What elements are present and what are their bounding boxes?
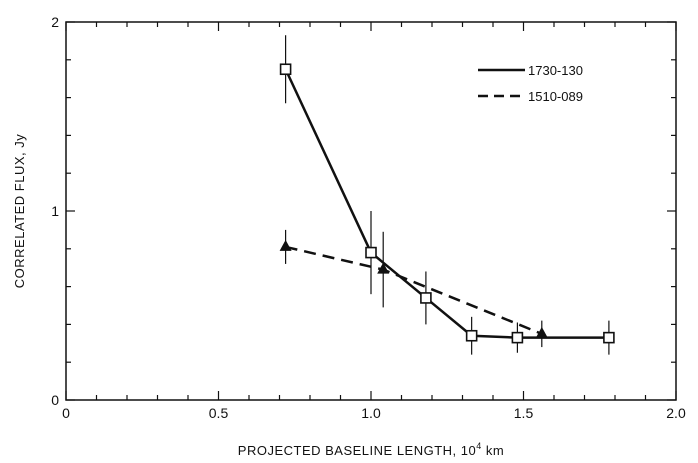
data-point-square <box>420 292 432 304</box>
y-tick-label: 2 <box>51 14 59 30</box>
x-tick-label: 1.5 <box>514 405 534 421</box>
series-line <box>284 68 609 339</box>
x-axis-title: PROJECTED BASELINE LENGTH, 104 km <box>238 441 504 458</box>
series-line <box>285 245 543 336</box>
data-point-square <box>279 63 292 76</box>
series-1510-089 <box>279 229 548 348</box>
data-point-triangle <box>377 262 390 274</box>
data-point-triangle <box>535 326 548 338</box>
x-axis-title-unit: km <box>482 443 504 458</box>
x-axis-title-main: PROJECTED BASELINE LENGTH, 10 <box>238 443 476 458</box>
series-1730-130 <box>279 35 615 355</box>
x-tick-label: 0 <box>62 405 70 421</box>
data-point-square <box>365 246 377 259</box>
y-tick-label: 0 <box>51 392 59 408</box>
data-point-square <box>603 331 615 344</box>
legend: 1730-130 1510-089 <box>478 63 583 104</box>
data-point-square <box>511 331 524 344</box>
data-point-square <box>465 329 478 342</box>
x-tick-label: 0.5 <box>209 405 229 421</box>
series-layer <box>279 35 615 355</box>
y-tick-label: 1 <box>51 203 59 219</box>
legend-label-1730-130: 1730-130 <box>528 63 583 78</box>
legend-label-1510-089: 1510-089 <box>528 89 583 104</box>
axis-ticks <box>65 21 677 401</box>
x-tick-label: 1.0 <box>361 405 381 421</box>
y-axis-title: CORRELATED FLUX, Jy <box>12 134 27 288</box>
tick-labels: 0 0.5 1.0 1.5 2.0 0 1 2 <box>51 14 686 421</box>
data-point-triangle <box>279 239 292 251</box>
x-axis-title-exponent: 4 <box>476 441 482 451</box>
x-tick-label: 2.0 <box>666 405 686 421</box>
